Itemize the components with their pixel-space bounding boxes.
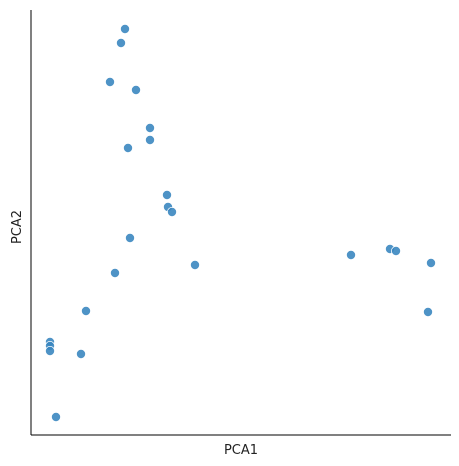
data-point <box>116 38 127 49</box>
data-point <box>110 267 121 278</box>
data-point <box>345 249 356 260</box>
data-point <box>105 77 116 88</box>
data-point <box>166 206 177 217</box>
data-point <box>123 142 134 153</box>
data-point <box>51 411 62 422</box>
data-point <box>144 123 155 134</box>
data-point <box>161 189 172 200</box>
data-point <box>130 85 141 96</box>
y-axis-label: PCA2 <box>10 210 25 244</box>
data-point <box>81 305 92 316</box>
data-point <box>390 245 401 256</box>
data-point <box>189 259 200 270</box>
data-points <box>45 23 436 422</box>
data-point <box>144 134 155 145</box>
data-point <box>425 257 436 268</box>
data-point <box>76 348 87 359</box>
data-point <box>422 306 433 317</box>
data-point <box>120 23 131 34</box>
x-axis-label: PCA1 <box>224 443 258 458</box>
data-point <box>45 345 56 356</box>
data-point <box>125 232 136 243</box>
